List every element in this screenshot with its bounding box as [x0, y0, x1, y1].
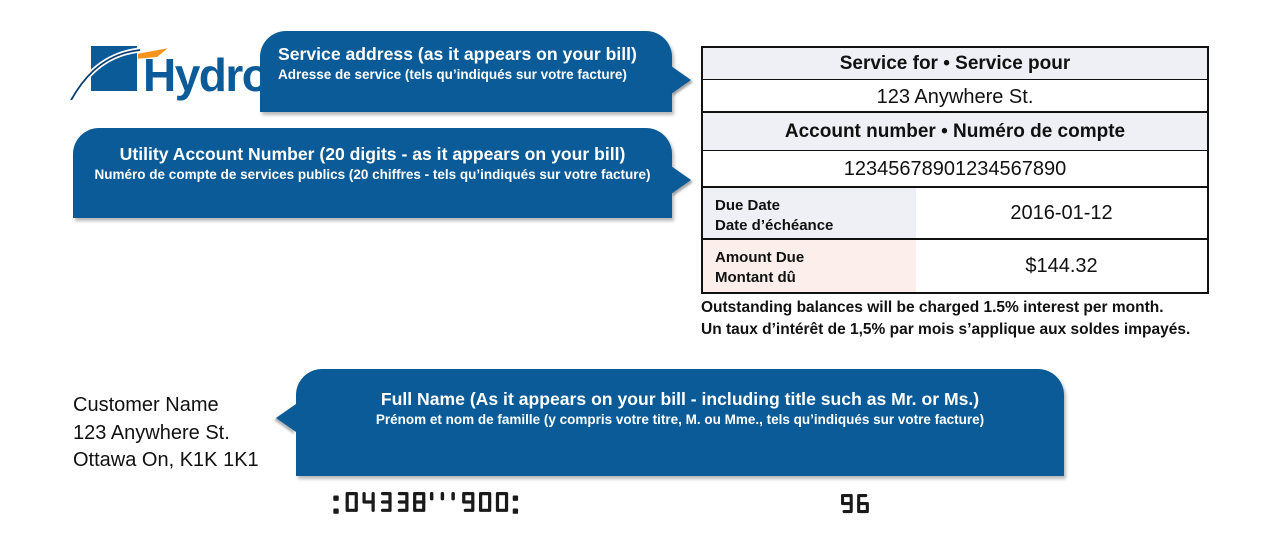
- svg-text:Hydro: Hydro: [143, 49, 269, 101]
